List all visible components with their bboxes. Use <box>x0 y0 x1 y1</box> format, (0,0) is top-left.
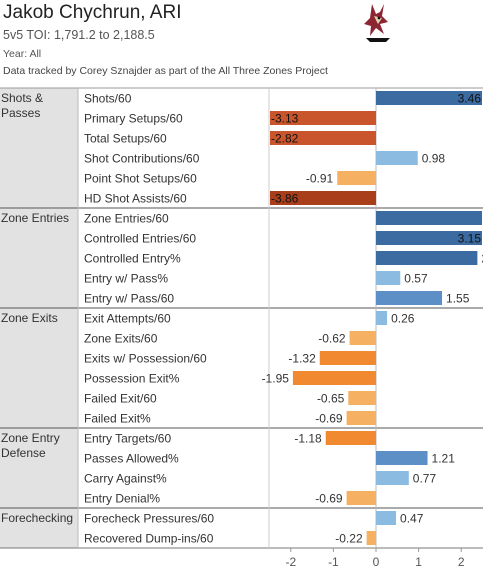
bar <box>346 491 376 505</box>
value-label: 0.98 <box>422 152 446 166</box>
toi-subtitle: 5v5 TOI: 1,791.2 to 2,188.5 <box>3 28 155 42</box>
group-header-cell <box>0 208 78 308</box>
value-label: 0.77 <box>413 472 437 486</box>
group-header-cell <box>0 88 78 208</box>
group-label: Zone Entries <box>1 211 69 225</box>
bar <box>349 331 376 345</box>
bar <box>346 411 376 425</box>
value-label: 3.46 <box>458 92 482 106</box>
year-filter-label: Year: All <box>3 48 42 60</box>
metric-label: Entry Targets/60 <box>84 432 171 446</box>
bar <box>337 171 376 185</box>
bar <box>376 451 428 465</box>
metric-label: Point Shot Setups/60 <box>84 172 197 186</box>
metric-label: Exits w/ Possession/60 <box>84 352 207 366</box>
value-label: -0.65 <box>317 392 345 406</box>
value-label: -3.13 <box>271 112 299 126</box>
value-label: -2.82 <box>271 132 299 146</box>
metric-label: Entry Denial% <box>84 492 160 506</box>
metric-label: Zone Exits/60 <box>84 332 158 346</box>
metric-label: Recovered Dump-ins/60 <box>84 532 214 546</box>
bar <box>325 431 376 445</box>
bar <box>270 111 376 125</box>
data-credit: Data tracked by Corey Sznajder as part o… <box>3 65 328 77</box>
value-label: 1.55 <box>446 292 470 306</box>
metric-label: Forecheck Pressures/60 <box>84 512 214 526</box>
bar <box>376 91 482 105</box>
metric-label: Zone Entries/60 <box>84 212 169 226</box>
bar <box>376 511 397 525</box>
group-header-cell <box>0 428 78 508</box>
value-label: -0.62 <box>318 332 346 346</box>
value-label: 3.15 <box>458 232 482 246</box>
bar <box>366 531 376 545</box>
chart-title: Jakob Chychrun, ARI <box>3 2 182 23</box>
group-header-cell <box>0 308 78 428</box>
x-tick-label: 0 <box>373 555 380 569</box>
metric-label: Shots/60 <box>84 92 132 106</box>
bar <box>319 351 376 365</box>
metric-label: Exit Attempts/60 <box>84 312 171 326</box>
bar <box>376 251 478 265</box>
metric-label: Shot Contributions/60 <box>84 152 200 166</box>
x-tick-label: -2 <box>285 555 296 569</box>
metric-label: Failed Exit% <box>84 412 151 426</box>
bar <box>270 131 376 145</box>
bar <box>376 291 443 305</box>
value-label: -0.91 <box>306 172 334 186</box>
value-label: -1.18 <box>294 432 322 446</box>
value-label: -0.69 <box>315 492 343 506</box>
group-header-cell <box>0 508 78 548</box>
team-logo-icon <box>364 4 390 42</box>
bar <box>376 471 409 485</box>
bar <box>376 271 401 285</box>
metric-label: Entry w/ Pass/60 <box>84 292 174 306</box>
metric-label: Controlled Entries/60 <box>84 232 196 246</box>
value-label: -3.86 <box>271 192 299 206</box>
value-label: -0.22 <box>335 532 363 546</box>
bar <box>376 151 418 165</box>
metric-label: Primary Setups/60 <box>84 112 183 126</box>
value-label: 0.47 <box>400 512 424 526</box>
value-label: -1.95 <box>262 372 290 386</box>
metric-label: Entry w/ Pass% <box>84 272 168 286</box>
coyote-logo-icon <box>364 4 390 42</box>
value-label: 2.38 <box>481 252 483 266</box>
x-tick-label: 1 <box>415 555 422 569</box>
metric-label: Controlled Entry% <box>84 252 181 266</box>
metric-label: Carry Against% <box>84 472 167 486</box>
metric-label: Failed Exit/60 <box>84 392 157 406</box>
bar <box>376 231 482 245</box>
value-label: 0.26 <box>391 312 415 326</box>
group-label: Shots & <box>1 91 43 105</box>
value-label: -1.32 <box>288 352 316 366</box>
value-label: -0.69 <box>315 412 343 426</box>
group-label: Zone Entry <box>1 431 60 445</box>
x-tick-label: 2 <box>458 555 465 569</box>
bar <box>376 311 388 325</box>
value-label: 1.21 <box>432 452 456 466</box>
group-label: Defense <box>1 446 46 460</box>
group-label: Passes <box>1 106 40 120</box>
x-tick-label: -1 <box>328 555 339 569</box>
bar <box>376 211 482 225</box>
metric-label: HD Shot Assists/60 <box>84 192 187 206</box>
group-label: Forechecking <box>1 511 73 525</box>
metric-label: Total Setups/60 <box>84 132 167 146</box>
bar <box>292 371 376 385</box>
bar <box>348 391 376 405</box>
value-label: 0.57 <box>404 272 428 286</box>
metric-label: Passes Allowed% <box>84 452 179 466</box>
bar <box>270 191 376 205</box>
group-label: Zone Exits <box>1 311 58 325</box>
metric-label: Possession Exit% <box>84 372 180 386</box>
